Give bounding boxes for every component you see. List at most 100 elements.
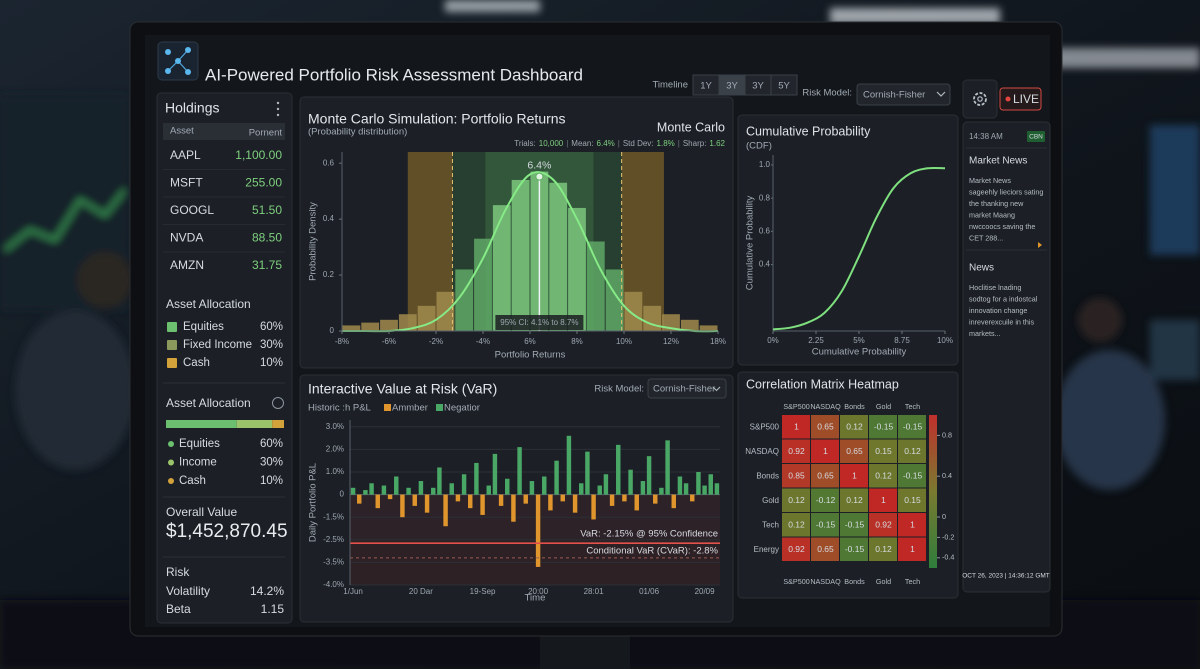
cvar-label: Conditional VaR (CVaR): -2.8% — [586, 545, 718, 556]
y-axis-label: Cumulative Probability — [745, 195, 756, 290]
heatmap-cell — [898, 537, 926, 561]
background-chart — [4, 189, 127, 252]
allocation-swatch — [167, 340, 177, 350]
pnl-bar — [369, 483, 374, 495]
x-tick-label: 2.25 — [808, 336, 824, 345]
cell-label: 1 — [794, 422, 799, 432]
chart-title: Monte Carlo Simulation: Portfolio Return… — [308, 111, 566, 127]
cell-label: 0.15 — [904, 495, 921, 505]
stat-value: 1.62 — [709, 139, 725, 148]
allocation-dot — [168, 441, 174, 447]
column-label: NASDAQ — [810, 402, 841, 411]
row-label: Energy — [754, 545, 779, 554]
mean-label: 6.4% — [527, 159, 551, 171]
holdings-title: Holdings — [165, 100, 219, 116]
x-axis-label: Cumulative Probability — [812, 347, 907, 358]
risk-name: Beta — [166, 602, 191, 616]
cell-label: 0.92 — [788, 544, 805, 554]
heatmap-cell — [869, 488, 897, 512]
pnl-bar — [603, 474, 609, 495]
x-tick-label: 10% — [937, 336, 953, 345]
y-axis-label: Probability Density — [308, 202, 319, 281]
heatmap-cell — [869, 537, 897, 561]
x-axis-label: Portfolio Returns — [495, 350, 566, 361]
heatmap-cell — [811, 464, 839, 488]
stats-line: Trials: 10,000 | Mean: 6.4% | Std Dev: 1.8% | Sha… — [514, 139, 725, 148]
background-person — [1055, 350, 1165, 490]
news-arrow[interactable] — [1038, 242, 1042, 248]
pnl-bar — [683, 483, 689, 495]
timeline-option[interactable]: 1Y — [700, 81, 712, 92]
y-tick-label: 0.4 — [759, 260, 771, 269]
menu-dot[interactable] — [276, 107, 280, 111]
pnl-bar — [696, 471, 701, 495]
pnl-bar — [665, 440, 670, 495]
cell-label: 0.12 — [788, 520, 805, 530]
cell-label: -0.12 — [816, 495, 836, 505]
pnl-bar — [690, 494, 695, 502]
heatmap-cell — [869, 513, 897, 537]
risk-model-dropdown[interactable] — [647, 378, 727, 399]
cell-label: 0.12 — [875, 471, 892, 481]
asset-name: AMZN — [170, 258, 204, 272]
chart-subtitle: (CDF) — [746, 141, 772, 152]
stat-value: 10,000 — [539, 139, 564, 148]
dropdown-chevron — [936, 91, 946, 97]
ci-label-box — [495, 315, 584, 330]
heatmap-cell — [811, 537, 839, 561]
x-tick-label: 1/Jun — [343, 587, 363, 596]
y-tick-label: 0 — [330, 326, 335, 335]
x-tick-label: 5% — [853, 336, 865, 345]
pnl-bar — [560, 494, 565, 502]
risk-model-value[interactable]: Cornish-Fisher — [653, 384, 715, 395]
column-label: S&P500 — [783, 577, 809, 586]
logo-node — [175, 58, 181, 64]
pnl-bar — [702, 485, 707, 495]
timeline-option[interactable]: 5Y — [778, 81, 790, 92]
panel — [156, 92, 293, 624]
risk-value: 1.15 — [261, 602, 285, 616]
pnl-bar — [350, 487, 356, 495]
risk-model-value[interactable]: Cornish-Fisher — [863, 90, 925, 101]
pnl-bar — [394, 476, 399, 495]
x-tick-label: 0% — [767, 336, 779, 345]
x-tick-label: 20/09 — [695, 587, 716, 596]
timeline-option[interactable]: 3Y — [726, 81, 738, 92]
y-tick-label: 0.8 — [759, 193, 771, 202]
pnl-bar — [375, 494, 380, 509]
pnl-bar — [387, 494, 393, 500]
timeline-button[interactable] — [770, 74, 798, 96]
cell-label: -0.15 — [845, 520, 865, 530]
heatmap-cell — [898, 513, 926, 537]
asset-name: GOOGL — [170, 203, 214, 217]
pnl-bar — [597, 485, 602, 495]
ceiling-light — [445, 0, 540, 12]
histogram-bar — [398, 314, 417, 331]
menu-dot[interactable] — [276, 113, 280, 117]
allocation-value: 60% — [260, 321, 283, 333]
allocation-dot — [168, 478, 174, 484]
news-line: markets... — [969, 329, 1001, 338]
settings-button[interactable] — [962, 79, 998, 119]
pnl-bar — [542, 476, 547, 495]
badge-label: CBN — [1029, 134, 1043, 141]
news-line: sageehly lieciors sating — [969, 187, 1043, 196]
asset-value: 1,100.00 — [235, 148, 282, 162]
histogram-bar — [492, 205, 511, 331]
allocation-segment — [272, 420, 284, 428]
cell-label: -0.15 — [903, 422, 923, 432]
chart-subtitle: Historic :h P&L — [308, 403, 371, 414]
holdings-header — [163, 123, 285, 140]
asset-value: 88.50 — [252, 231, 282, 245]
asset-name: AAPL — [170, 148, 201, 162]
y-tick-label: 0 — [340, 490, 345, 499]
column-label: S&P500 — [783, 402, 809, 411]
pnl-bar — [671, 494, 676, 509]
risk-model-dropdown[interactable] — [856, 83, 951, 106]
column-label: Tech — [905, 402, 920, 411]
timeline-option[interactable]: 3Y — [752, 81, 764, 92]
histogram-bar — [549, 182, 568, 331]
ceiling-light — [830, 8, 1000, 24]
menu-dot[interactable] — [276, 101, 280, 105]
news-line: market Maang — [969, 210, 1015, 219]
